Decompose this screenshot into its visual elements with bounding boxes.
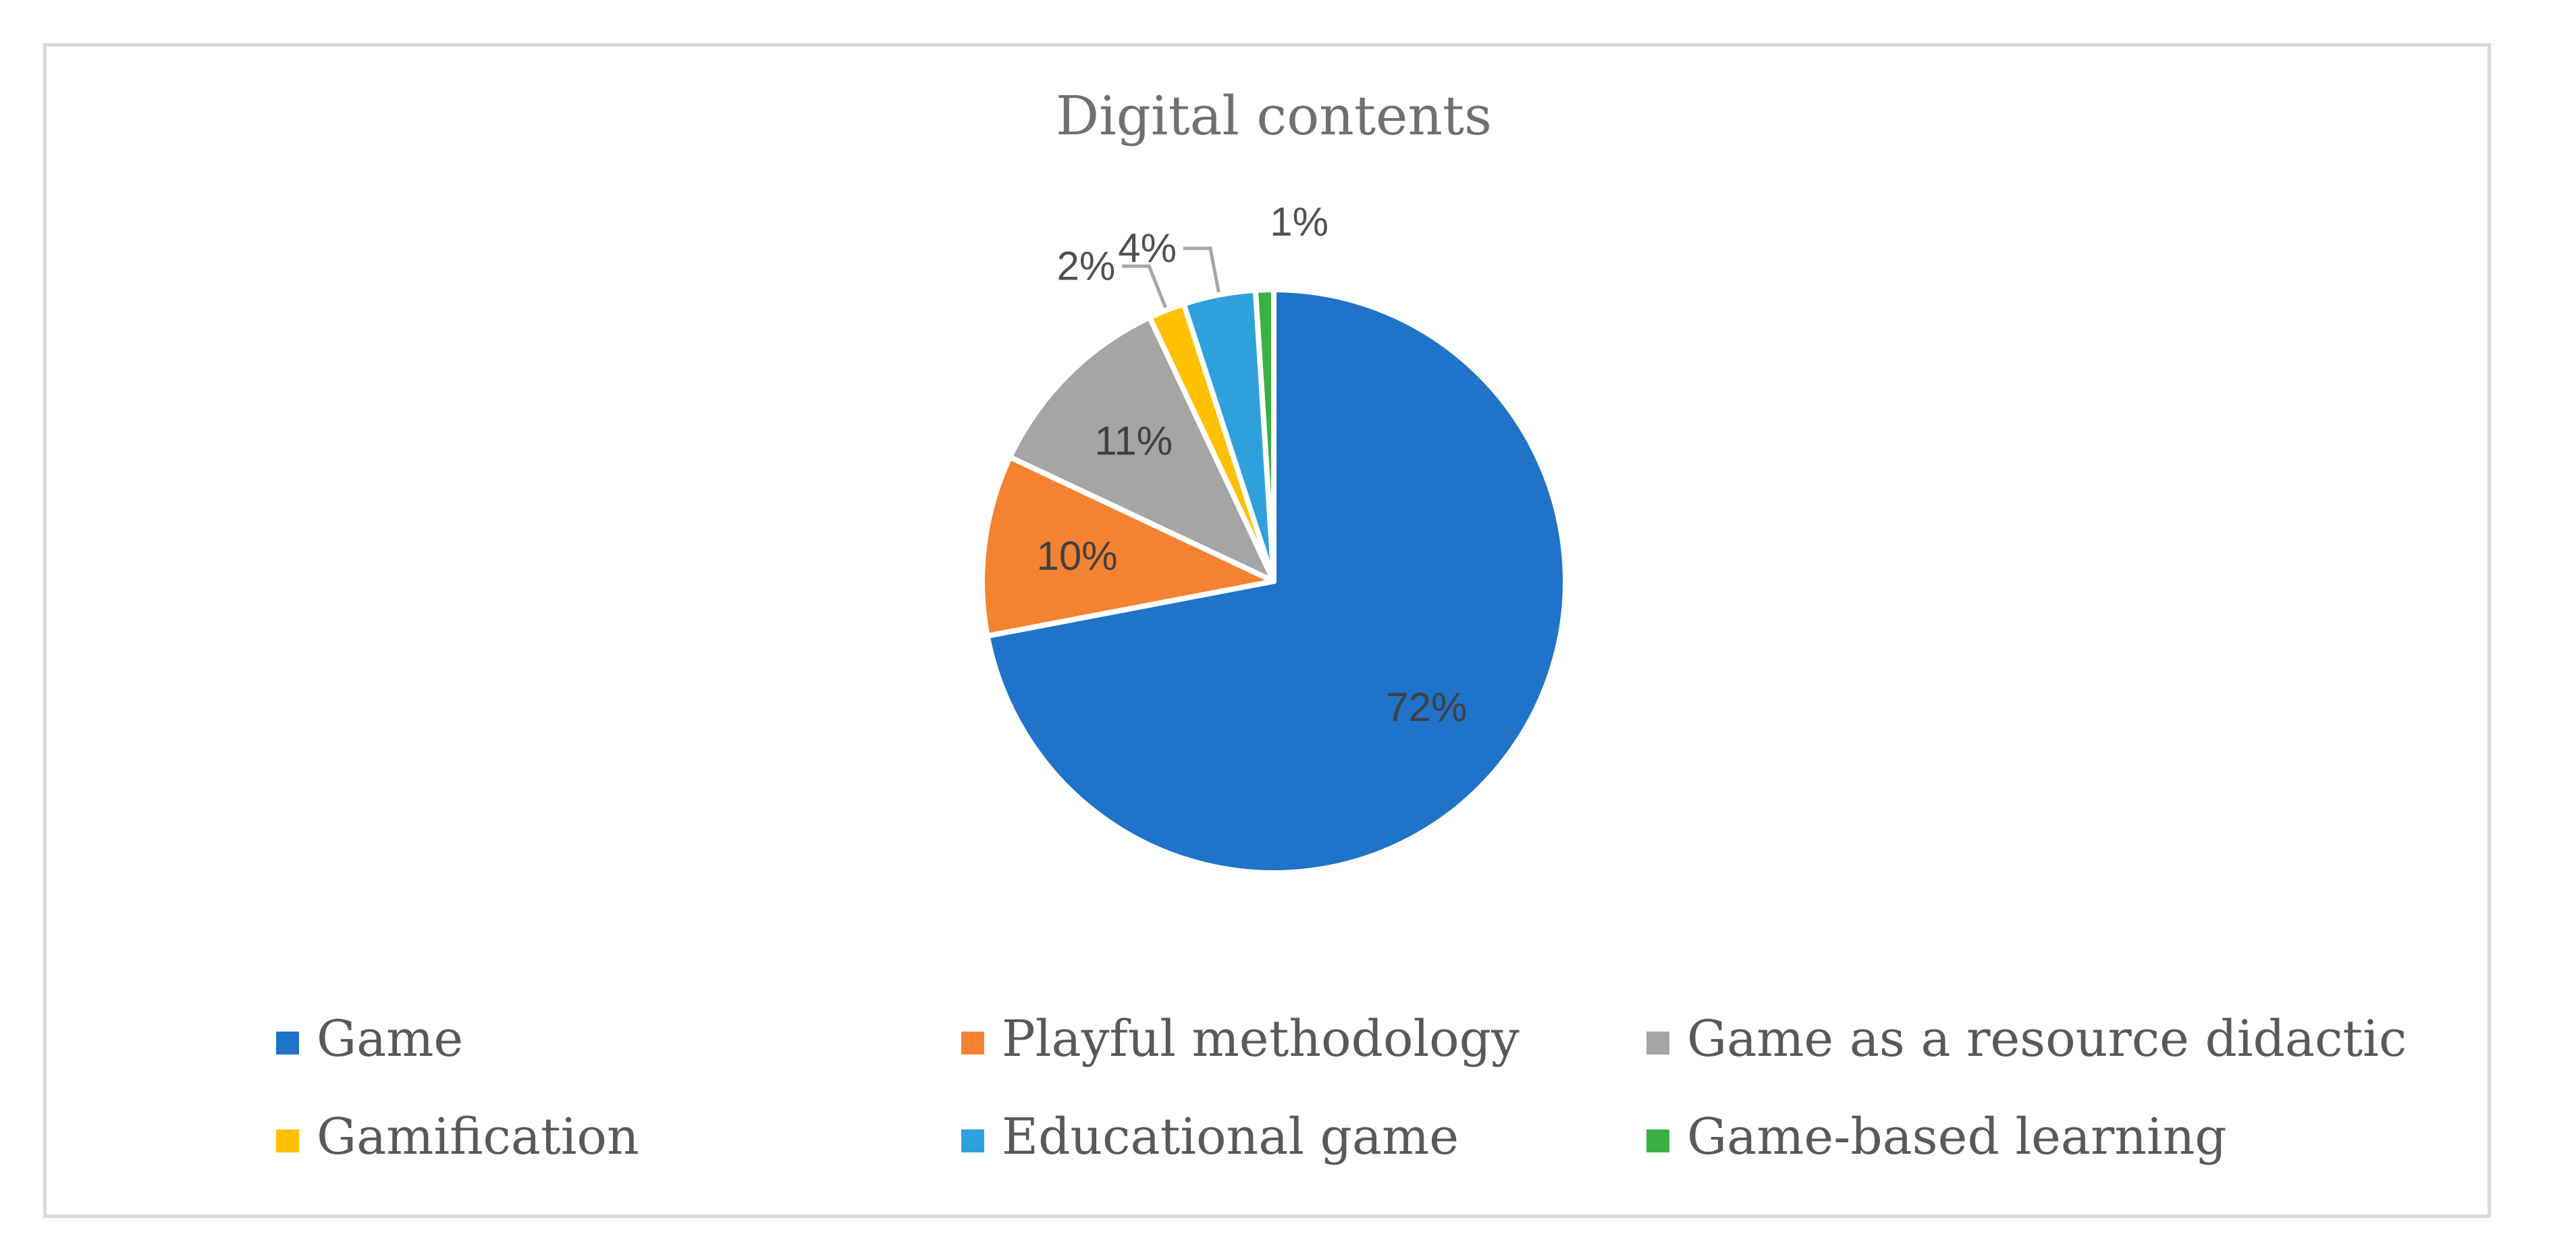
data-label-game: 72% [1386, 685, 1467, 730]
leader-line-gamification [1122, 264, 1167, 309]
legend-swatch-game-as-a-resource-didactic [1646, 1032, 1669, 1055]
legend-item-playful-methodology: Playful methodology [961, 1010, 1520, 1068]
legend-label-gamification: Gamification [317, 1108, 639, 1166]
pie-labels: 72% 10% 11% 2% 4% 1% [1037, 199, 1468, 730]
legend-item-educational-game: Educational game [961, 1108, 1459, 1166]
data-label-playful-methodology: 10% [1037, 533, 1118, 579]
legend-item-gamification: Gamification [276, 1108, 639, 1166]
legend-item-game-based-learning: Game-based learning [1646, 1108, 2227, 1166]
pie-slice-game-as-a-resource-didactic [1007, 315, 1277, 584]
legend-label-playful-methodology: Playful methodology [1002, 1010, 1520, 1068]
legend: Game Playful methodology Game as a resourc… [276, 1010, 2407, 1166]
data-label-educational-game: 4% [1118, 225, 1177, 271]
legend-swatch-playful-methodology [961, 1032, 984, 1055]
chart-title: Digital contents [1056, 84, 1492, 147]
pie-chart: Digital contents 72% 10% 11% 2% 4% 1% Game Pla… [276, 84, 2407, 1166]
data-label-game-based-learning: 1% [1270, 199, 1329, 244]
pie-slice-playful-methodology [980, 454, 1277, 639]
legend-label-game: Game [317, 1010, 463, 1068]
legend-label-educational-game: Educational game [1002, 1108, 1459, 1166]
leader-line-educational-game [1183, 246, 1220, 293]
legend-label-game-based-learning: Game-based learning [1687, 1108, 2227, 1166]
pie-slice-game-based-learning [1252, 287, 1277, 584]
data-label-game-as-a-resource-didactic: 11% [1094, 418, 1173, 463]
legend-label-game-as-a-resource-didactic: Game as a resource didactic [1687, 1010, 2407, 1068]
chart-frame: Digital contents 72% 10% 11% 2% 4% 1% Game Pla… [43, 43, 2491, 1218]
data-label-gamification: 2% [1056, 243, 1115, 288]
legend-item-game: Game [276, 1010, 463, 1068]
legend-swatch-educational-game [961, 1129, 984, 1152]
legend-swatch-gamification [276, 1129, 299, 1152]
legend-item-game-as-a-resource-didactic: Game as a resource didactic [1646, 1010, 2407, 1068]
legend-swatch-game-based-learning [1646, 1129, 1669, 1152]
pie-slices [980, 287, 1568, 876]
legend-swatch-game [276, 1032, 299, 1055]
